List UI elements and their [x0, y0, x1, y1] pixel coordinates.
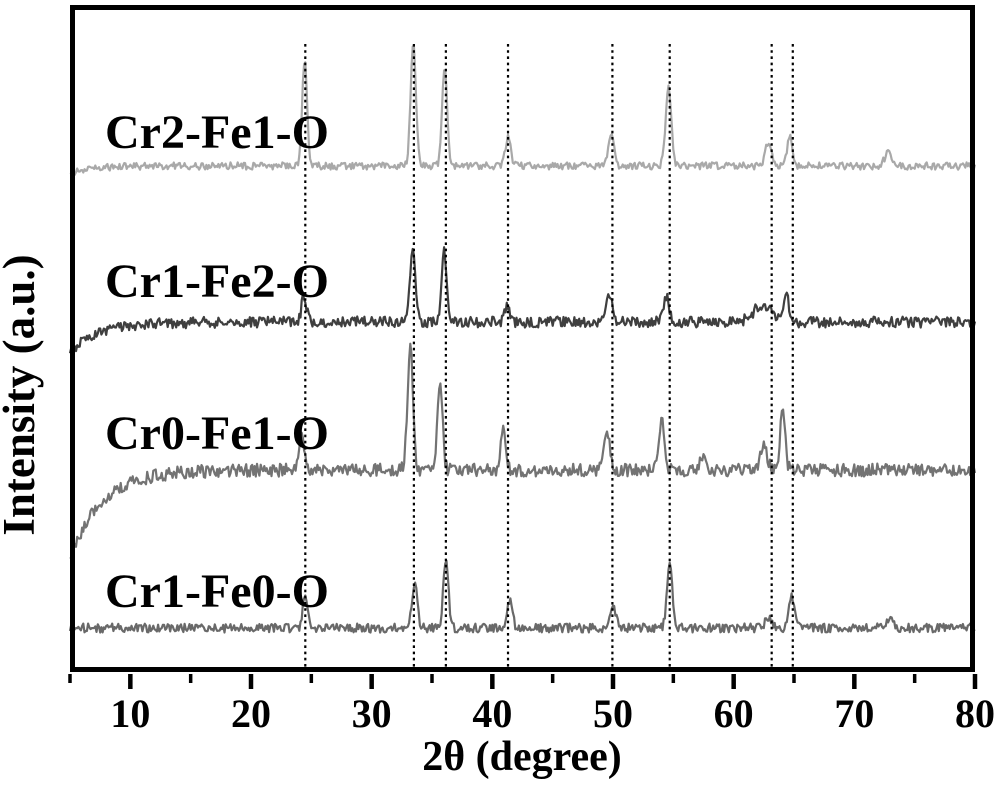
series-label-cr0-fe1-o: Cr0-Fe1-O	[105, 407, 329, 460]
x-tick-label: 10	[110, 691, 150, 736]
xrd-trace-cr2-fe1-o	[69, 44, 977, 176]
x-tick-label: 80	[955, 691, 995, 736]
x-tick-label: 70	[834, 691, 874, 736]
xrd-trace-cr1-fe2-o	[68, 246, 977, 354]
y-axis-title: Intensity (a.u.)	[0, 254, 44, 535]
series-label-cr1-fe2-o: Cr1-Fe2-O	[105, 255, 329, 308]
plot-content: 10 20 30 40 50 60 70 80 Cr2-Fe1-O Cr1-Fe2-O Cr0-Fe…	[68, 5, 995, 736]
x-tick-label: 60	[714, 691, 754, 736]
xrd-trace-cr0-fe1-o	[69, 342, 977, 560]
x-tick-label: 30	[352, 691, 392, 736]
x-tick-label: 20	[231, 691, 271, 736]
x-tick-label: 50	[593, 691, 633, 736]
xrd-trace-cr1-fe0-o	[68, 559, 976, 634]
series-label-cr1-fe0-o: Cr1-Fe0-O	[105, 565, 329, 618]
series-label-cr2-fe1-o: Cr2-Fe1-O	[105, 106, 329, 159]
x-axis-title: 2θ (degree)	[422, 734, 622, 780]
plot-frame	[70, 5, 975, 672]
x-tick-label: 40	[472, 691, 512, 736]
